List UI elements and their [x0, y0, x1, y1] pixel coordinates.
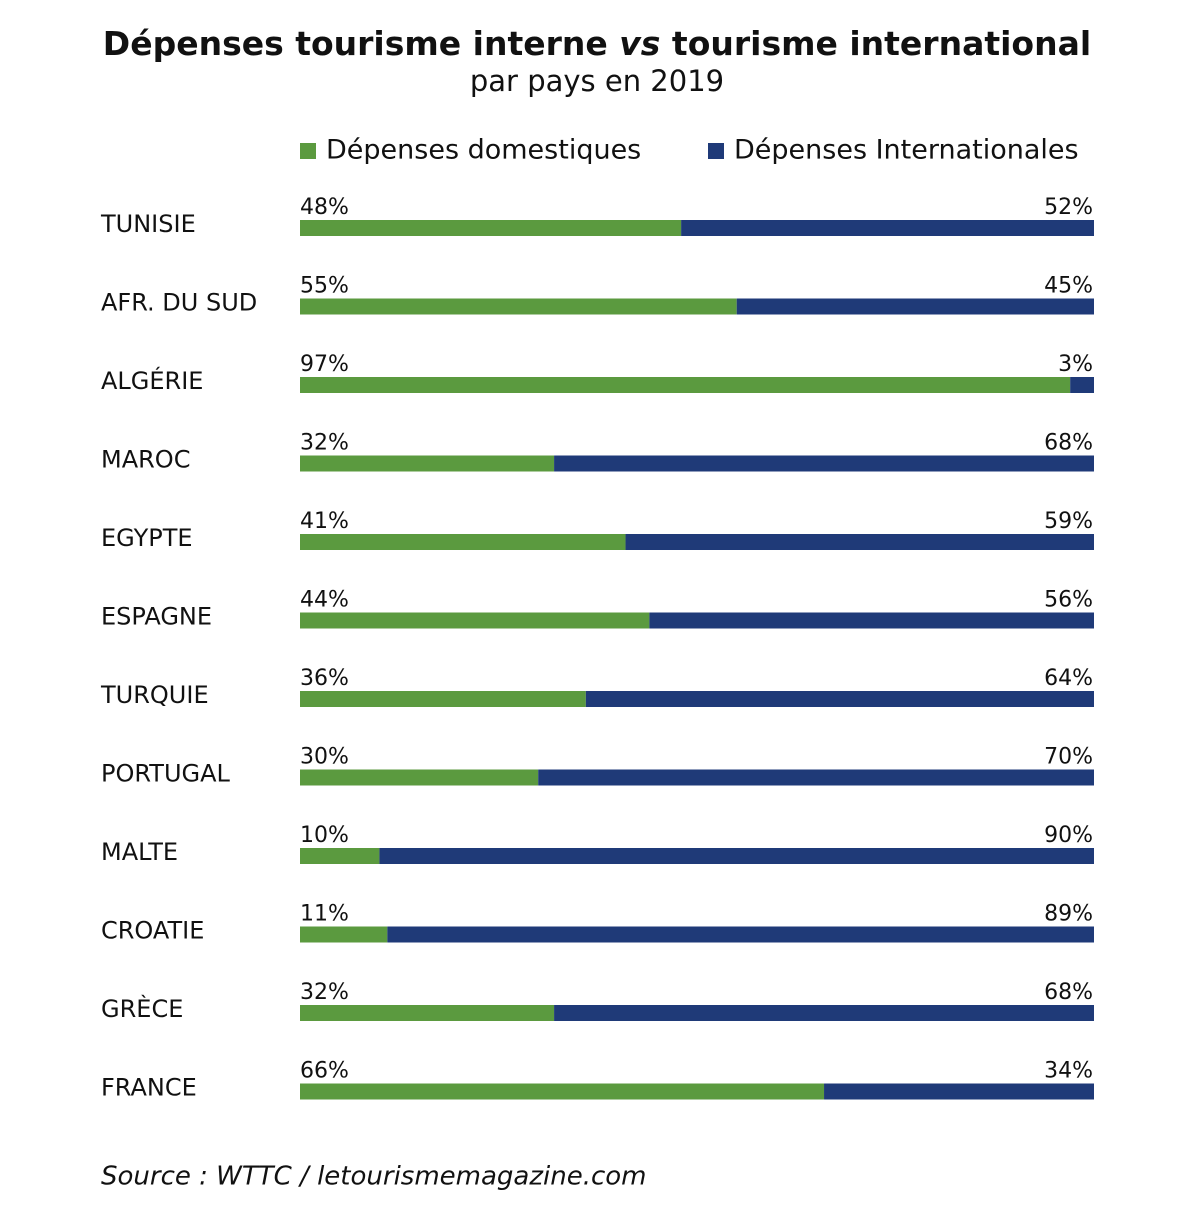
value-label: 90% — [1044, 823, 1093, 848]
value-label: 44% — [300, 588, 349, 613]
bar-segment — [736, 298, 1094, 315]
y-tick-label: PORTUGAL — [101, 760, 231, 788]
bar-segment — [649, 612, 1094, 629]
y-tick-label: FRANCE — [101, 1074, 197, 1102]
legend-label: Dépenses Internationales — [734, 135, 1079, 166]
bar-segment — [300, 691, 586, 707]
value-label: 64% — [1044, 666, 1093, 691]
value-label: 68% — [1044, 431, 1093, 456]
chart-title: Dépenses tourisme interne vs tourisme in… — [103, 24, 1091, 63]
value-label: 3% — [1058, 352, 1093, 377]
legend-label: Dépenses domestiques — [326, 135, 641, 166]
legend-swatch — [300, 143, 316, 159]
y-tick-label: MAROC — [101, 446, 190, 474]
value-label: 68% — [1044, 980, 1093, 1005]
value-label: 89% — [1044, 902, 1093, 927]
bar-segment — [1070, 377, 1094, 393]
bar-segment — [625, 534, 1094, 550]
title-part: vs — [619, 24, 660, 63]
bar-segment — [379, 848, 1094, 864]
value-label: 59% — [1044, 509, 1093, 534]
bar-segment — [300, 848, 380, 864]
y-tick-label: MALTE — [101, 838, 178, 866]
value-label: 52% — [1044, 195, 1093, 220]
value-label: 30% — [300, 745, 349, 770]
bar-segment — [300, 769, 539, 786]
value-label: 56% — [1044, 588, 1093, 613]
chart-subtitle: par pays en 2019 — [470, 64, 724, 98]
bar-segment — [554, 455, 1094, 472]
value-label: 34% — [1044, 1059, 1093, 1084]
y-tick-label: AFR. DU SUD — [101, 289, 257, 317]
value-label: 32% — [300, 431, 349, 456]
value-label: 41% — [300, 509, 349, 534]
value-label: 36% — [300, 666, 349, 691]
title-part: Dépenses tourisme interne — [103, 24, 608, 63]
y-tick-label: ALGÉRIE — [101, 366, 203, 395]
y-tick-label: EGYPTE — [101, 524, 193, 552]
y-tick-label: TURQUIE — [100, 681, 209, 709]
y-tick-label: GRÈCE — [101, 994, 183, 1023]
value-label: 48% — [300, 195, 349, 220]
value-label: 66% — [300, 1059, 349, 1084]
bar-segment — [585, 691, 1094, 707]
y-tick-label: CROATIE — [101, 917, 204, 945]
bar-segment — [300, 612, 650, 629]
bar-segment — [300, 1005, 555, 1021]
value-label: 11% — [300, 902, 349, 927]
y-tick-label: ESPAGNE — [101, 603, 212, 631]
y-tick-label: TUNISIE — [100, 210, 196, 238]
bar-segment — [300, 220, 682, 236]
legend-swatch — [708, 143, 724, 159]
bar-segment — [538, 769, 1094, 786]
bar-segment — [300, 298, 737, 315]
title-part: tourisme international — [672, 24, 1091, 63]
bar-segment — [300, 455, 555, 472]
value-label: 10% — [300, 823, 349, 848]
bar-segment — [300, 377, 1071, 393]
value-label: 70% — [1044, 745, 1093, 770]
bar-segment — [554, 1005, 1094, 1021]
value-label: 97% — [300, 352, 349, 377]
bar-segment — [300, 534, 626, 550]
bar-segment — [300, 1083, 825, 1100]
bar-segment — [300, 926, 388, 943]
bar-segment — [387, 926, 1095, 943]
value-label: 32% — [300, 980, 349, 1005]
value-label: 55% — [300, 274, 349, 299]
bar-segment — [824, 1083, 1094, 1100]
source: Source : WTTC / letourismemagazine.com — [101, 1162, 647, 1192]
bar-segment — [681, 220, 1094, 236]
value-label: 45% — [1044, 274, 1093, 299]
